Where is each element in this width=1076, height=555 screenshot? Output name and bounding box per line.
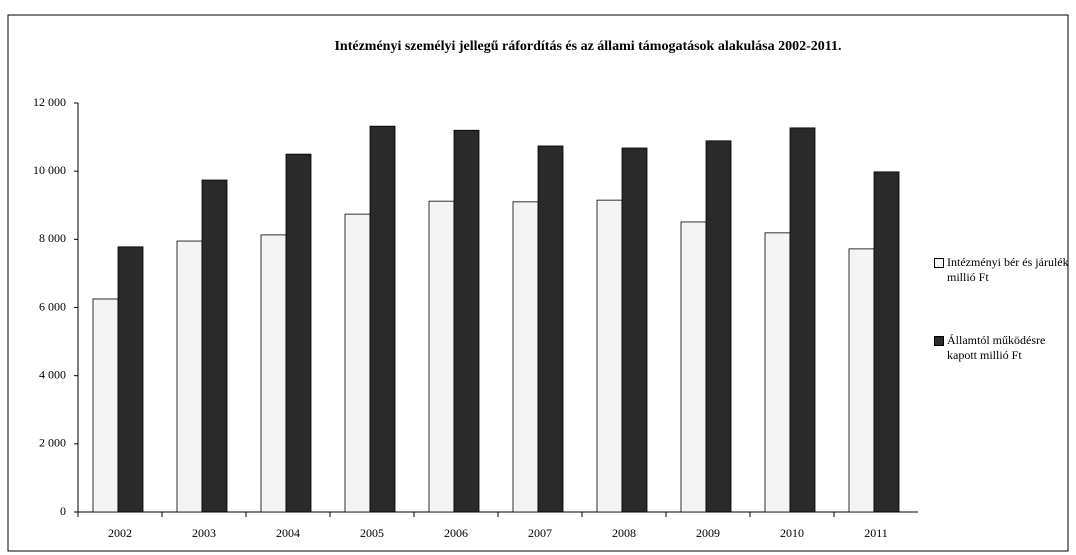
bar — [176, 240, 203, 513]
x-tick-label: 2004 — [276, 526, 300, 540]
x-tick-label: 2009 — [696, 526, 720, 540]
bar — [537, 145, 564, 513]
bar — [285, 153, 312, 513]
y-tick-label: 10 000 — [33, 163, 66, 177]
bar — [705, 140, 732, 513]
x-tick-label: 2002 — [108, 526, 132, 540]
legend-label: Államtól működésre kapott millió Ft — [947, 333, 1046, 362]
y-tick-label: 4 000 — [39, 367, 66, 381]
bar — [201, 179, 228, 513]
x-tick-label: 2003 — [192, 526, 216, 540]
x-tick-label: 2011 — [864, 526, 888, 540]
x-tick-label: 2006 — [444, 526, 468, 540]
legend-label: Intézményi bér és járulék millió Ft — [947, 255, 1069, 284]
x-tick-label: 2010 — [780, 526, 804, 540]
bar — [428, 200, 455, 513]
chart-title: Intézményi személyi jellegű ráfordítás é… — [334, 39, 841, 54]
bar — [764, 232, 791, 513]
legend-swatch — [934, 258, 944, 268]
legend-item: Intézményi bér és járulék millió Ft — [934, 255, 1074, 285]
bar — [512, 201, 539, 513]
bar — [789, 127, 816, 513]
y-tick-label: 2 000 — [39, 436, 66, 450]
bar — [260, 234, 287, 513]
bar — [873, 171, 900, 513]
bar — [369, 125, 396, 513]
frame — [7, 14, 1069, 552]
x-tick-label: 2007 — [528, 526, 552, 540]
bar — [453, 129, 480, 513]
bar — [680, 221, 707, 513]
legend-item: Államtól működésre kapott millió Ft — [934, 333, 1074, 363]
bar — [92, 298, 119, 513]
bar — [117, 246, 144, 513]
bar — [621, 147, 648, 513]
y-tick-label: 0 — [60, 504, 66, 518]
y-tick-label: 12 000 — [33, 95, 66, 109]
legend-swatch — [934, 336, 944, 346]
y-tick-label: 8 000 — [39, 231, 66, 245]
x-tick-label: 2005 — [360, 526, 384, 540]
x-tick-label: 2008 — [612, 526, 636, 540]
bar — [596, 199, 623, 513]
bar — [848, 248, 875, 513]
bar — [344, 213, 371, 513]
y-tick-label: 6 000 — [39, 299, 66, 313]
